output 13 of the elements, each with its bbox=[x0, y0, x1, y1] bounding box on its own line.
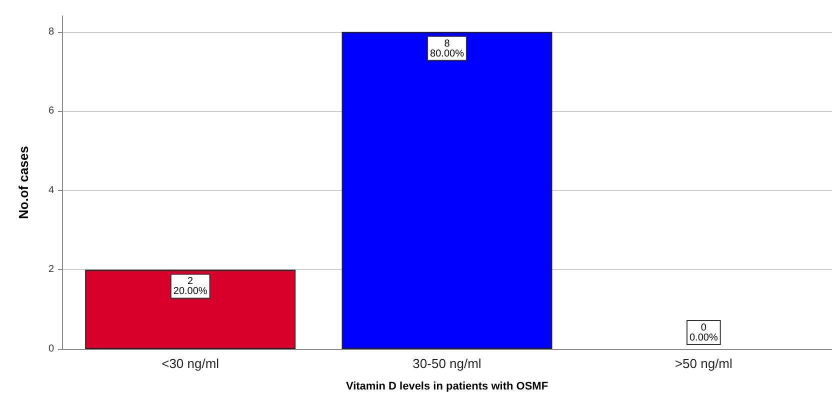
y-tick-label: 0 bbox=[48, 344, 54, 354]
data-label: 8 80.00% bbox=[430, 38, 464, 60]
x-axis-title: Vitamin D levels in patients with OSMF bbox=[346, 380, 548, 392]
y-axis-title: No.of cases bbox=[16, 146, 31, 219]
y-tick-label: 6 bbox=[48, 106, 54, 117]
x-tick-label: 30-50 ng/ml bbox=[412, 356, 482, 371]
y-tick-label: 2 bbox=[48, 264, 54, 276]
x-tick-label: <30 ng/ml bbox=[162, 356, 220, 371]
data-label: 0 0.00% bbox=[689, 322, 718, 344]
x-tick-label: >50 ng/ml bbox=[674, 356, 733, 371]
y-tick-label: 8 bbox=[48, 26, 54, 38]
y-tick-label: 4 bbox=[48, 184, 54, 196]
data-label: 2 20.00% bbox=[173, 276, 208, 298]
